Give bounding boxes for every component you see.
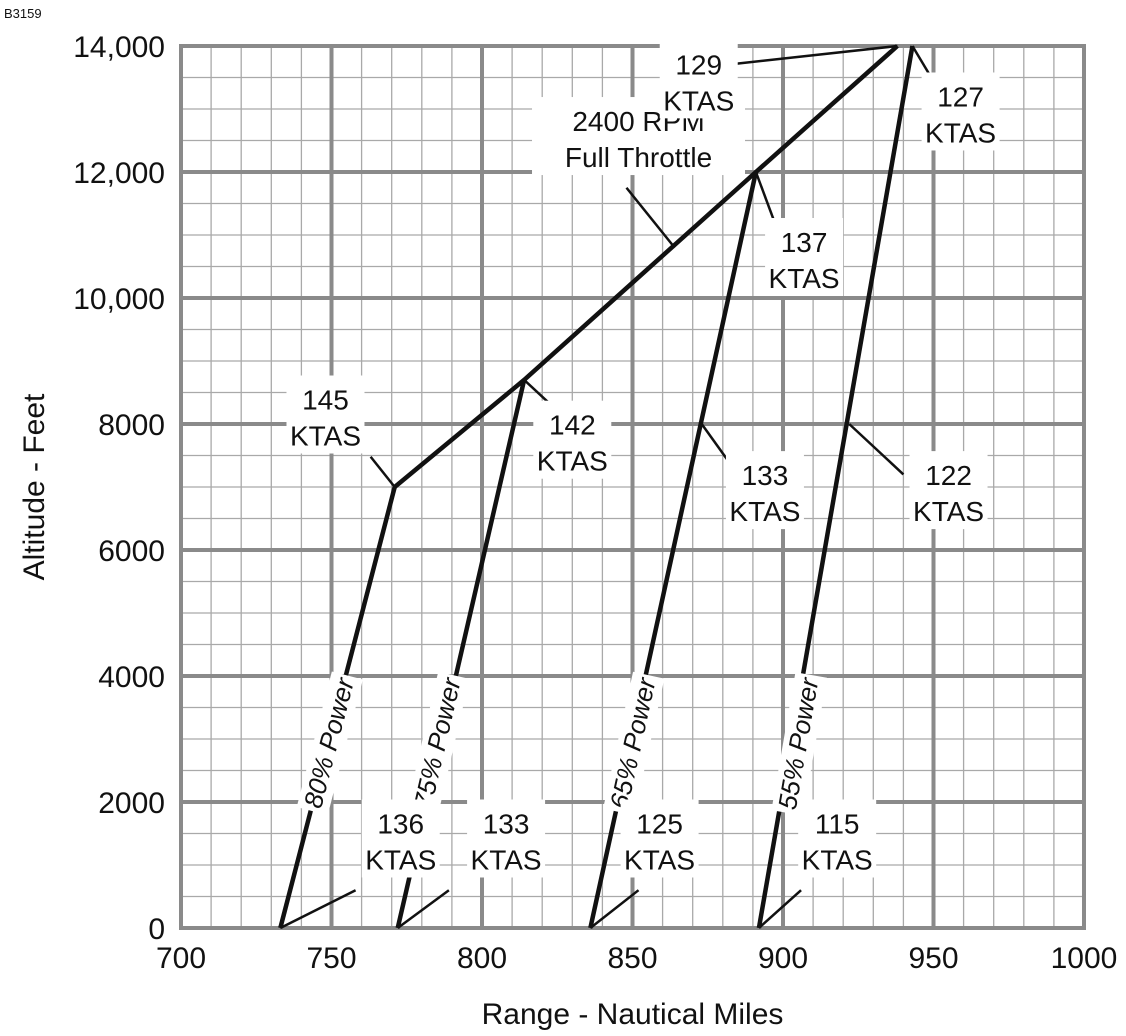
series-label-group: 75% Power	[406, 671, 470, 816]
annotation-bg	[467, 799, 546, 878]
annotation-text: 136	[377, 809, 424, 840]
series-label-group: 65% Power	[603, 671, 665, 816]
annotation-text: 115	[815, 809, 860, 840]
annotation-leader	[848, 423, 905, 476]
annotation-text: KTAS	[663, 85, 734, 116]
annotation-leader	[725, 44, 898, 67]
y-tick-label: 2000	[98, 787, 165, 820]
annotation-text: Full Throttle	[565, 142, 712, 173]
annotation-text: KTAS	[913, 496, 984, 527]
x-tick-label: 900	[758, 942, 808, 975]
annotation-text: KTAS	[624, 845, 695, 876]
annotation-bg	[620, 799, 699, 878]
y-tick-label: 4000	[98, 661, 165, 694]
annotation-text: KTAS	[729, 496, 800, 527]
annotation-text: 125	[636, 809, 683, 840]
series-label-3: 55% Power	[772, 674, 825, 811]
series-label-1: 75% Power	[408, 674, 467, 812]
x-tick-label: 750	[306, 942, 356, 975]
annotation-text: 127	[937, 81, 984, 112]
y-tick-label: 6000	[98, 535, 165, 568]
annotation-text: 137	[781, 227, 828, 258]
annotation-bg	[725, 451, 804, 530]
x-tick-label: 800	[457, 942, 507, 975]
annotation-text: KTAS	[290, 421, 361, 452]
annotation-text: 145	[302, 385, 349, 416]
series-label-bg	[296, 671, 363, 816]
annotation-bg	[533, 400, 612, 479]
series-label-bg	[406, 671, 470, 816]
y-tick-label: 10,000	[73, 283, 165, 316]
annotation-text: 133	[483, 809, 530, 840]
series-label-bg	[771, 672, 827, 816]
annotation-bg	[909, 451, 988, 530]
x-tick-label: 700	[156, 942, 206, 975]
series-label-group: 55% Power	[771, 672, 827, 816]
annotation-bg	[921, 72, 1000, 151]
y-tick-label: 12,000	[73, 157, 165, 190]
x-axis-title: Range - Nautical Miles	[482, 998, 784, 1031]
annotation-text: KTAS	[365, 845, 436, 876]
annotation-leader	[589, 889, 640, 929]
figure-id: B3159	[4, 6, 42, 21]
annotation-text: 133	[742, 460, 789, 491]
y-tick-label: 14,000	[73, 31, 165, 64]
annotation-text: KTAS	[471, 845, 542, 876]
annotation-text: 142	[549, 410, 596, 441]
annotation-leader	[758, 889, 802, 929]
annotation-leader	[625, 186, 676, 249]
series-label-2: 65% Power	[604, 674, 662, 812]
y-tick-label: 0	[148, 913, 165, 946]
plot-frame	[179, 44, 1086, 930]
annotation-leader	[369, 455, 396, 488]
y-tick-labels: 0 2000 4000 6000 8000 10,000 12,000 14,000	[73, 31, 165, 946]
x-tick-label: 1000	[1051, 942, 1118, 975]
annotation-bg	[361, 799, 440, 878]
annotation-text: KTAS	[802, 845, 873, 876]
y-tick-label: 8000	[98, 409, 165, 442]
annotation-bg	[286, 375, 365, 454]
series-label-group: 80% Power	[296, 671, 363, 816]
annotation-text: KTAS	[769, 263, 840, 294]
series-label-bg	[603, 671, 665, 816]
annotation-bg	[798, 799, 877, 878]
annotation-text: KTAS	[925, 117, 996, 148]
series-labels: 80% Power 75% Power 65% Power 55% Power	[296, 671, 827, 816]
y-axis-title: Altitude - Feet	[18, 393, 51, 580]
annotation-text: 122	[925, 460, 972, 491]
series-line-4	[393, 44, 899, 489]
annotation-text: 129	[675, 49, 722, 80]
annotation-bg	[659, 40, 738, 119]
annotation-leader	[279, 889, 357, 930]
annotation-bg	[765, 218, 844, 297]
x-tick-label: 950	[908, 942, 958, 975]
series-label-0: 80% Power	[298, 674, 361, 812]
x-tick-labels: 700 750 800 850 900 950 1000	[156, 942, 1117, 975]
x-tick-label: 850	[607, 942, 657, 975]
annotation-leader	[396, 889, 450, 930]
annotation-text: KTAS	[537, 446, 608, 477]
